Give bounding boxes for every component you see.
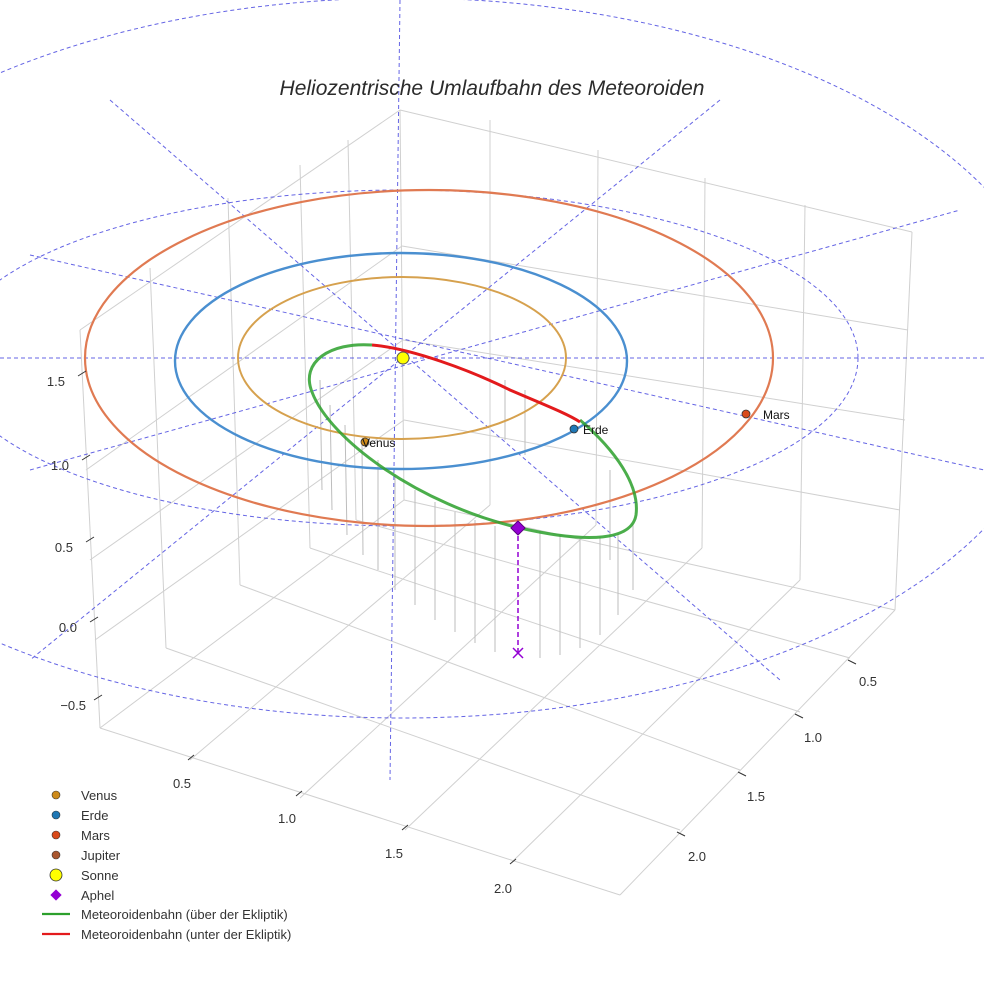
legend-jupiter-label: Jupiter <box>81 848 121 863</box>
venus-orbit <box>237 276 567 440</box>
x-axis: 0.5 1.0 1.5 2.0 <box>173 754 517 896</box>
erde-label: Erde <box>583 423 609 437</box>
z-tick: −0.5 <box>60 698 86 713</box>
y-tick: 1.5 <box>747 789 765 804</box>
meteoroid-droplines <box>319 379 634 658</box>
x-tick: 2.0 <box>494 881 512 896</box>
meteoroid-orbit-below <box>371 343 581 424</box>
legend-mars-label: Mars <box>81 828 110 843</box>
legend-mars-icon <box>51 830 61 840</box>
legend-erde-label: Erde <box>81 808 108 823</box>
legend: Venus Erde Mars Jupiter Sonne Aphel Mete… <box>42 788 291 942</box>
y-tick: 0.5 <box>859 674 877 689</box>
z-tick: 1.5 <box>47 374 65 389</box>
legend-aphel-label: Aphel <box>81 888 114 903</box>
sun-marker <box>396 351 410 365</box>
aphel-marker <box>510 520 526 536</box>
z-tick: 1.0 <box>51 458 69 473</box>
erde-marker <box>569 424 579 434</box>
legend-sonne-icon <box>49 868 63 882</box>
legend-below-label: Meteoroidenbahn (unter der Ekliptik) <box>81 927 291 942</box>
legend-erde-icon <box>51 810 61 820</box>
z-tick: 0.0 <box>59 620 77 635</box>
y-tick: 1.0 <box>804 730 822 745</box>
legend-jupiter-icon <box>51 850 61 860</box>
legend-sonne-label: Sonne <box>81 868 119 883</box>
jupiter-orbit <box>0 0 984 781</box>
mars-orbit <box>83 188 775 528</box>
mars-marker <box>741 409 751 419</box>
legend-venus-icon <box>51 790 61 800</box>
chart-title: Heliozentrische Umlaufbahn des Meteoroid… <box>280 77 705 100</box>
meteoroid-orbit-above <box>307 343 638 540</box>
z-axis: 1.5 1.0 0.5 0.0 −0.5 <box>47 370 103 713</box>
y-axis: 0.5 1.0 1.5 2.0 <box>676 659 877 864</box>
venus-marker <box>360 437 370 447</box>
x-tick: 1.5 <box>385 846 403 861</box>
y-tick: 2.0 <box>688 849 706 864</box>
legend-venus-label: Venus <box>81 788 118 803</box>
x-tick: 0.5 <box>173 776 191 791</box>
axis-box-grid <box>79 109 913 896</box>
aphel-projection-marker <box>512 647 524 659</box>
z-tick: 0.5 <box>55 540 73 555</box>
x-tick: 1.0 <box>278 811 296 826</box>
mars-label: Mars <box>763 408 790 422</box>
venus-label: Venus <box>362 436 395 450</box>
erde-orbit <box>173 251 629 471</box>
legend-aphel-icon <box>50 889 62 901</box>
legend-above-label: Meteoroidenbahn (über der Ekliptik) <box>81 907 288 922</box>
